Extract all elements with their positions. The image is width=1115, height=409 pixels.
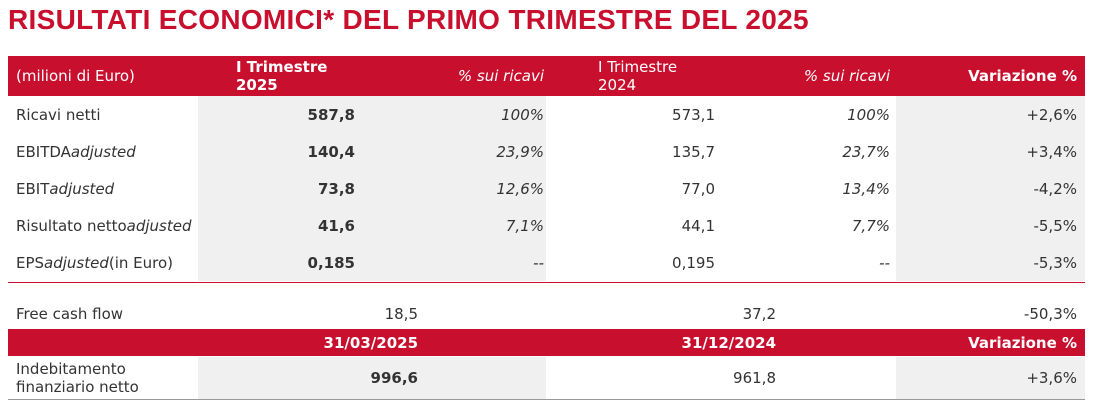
row-label-suffix: (in Euro) <box>108 253 174 272</box>
debt-header-2025: 31/03/2025 <box>323 333 418 352</box>
fcf-label: Free cash flow <box>16 305 124 323</box>
header-unit: (milioni di Euro) <box>16 67 135 85</box>
row-label-italic: adjusted <box>70 142 136 161</box>
value-2024: 0,195 <box>672 253 715 272</box>
debt-label: Indebitamento finanziario netto <box>8 357 198 399</box>
page-title: RISULTATI ECONOMICI* DEL PRIMO TRIMESTRE… <box>8 4 809 35</box>
fcf-2025: 18,5 <box>384 305 418 323</box>
debt-row: Indebitamento finanziario netto 996,6 96… <box>8 357 1085 399</box>
debt-2024: 961,8 <box>733 369 776 387</box>
debt-header-variation: Variazione % <box>968 333 1077 352</box>
header-variation: Variazione % <box>968 67 1077 85</box>
row-label-text: EPS <box>16 253 45 272</box>
fcf-row: Free cash flow 18,5 37,2 -50,3% <box>8 300 1085 328</box>
pct-2025: 100% <box>363 96 546 133</box>
debt-label-line2: finanziario netto <box>16 378 139 396</box>
row-label: Risultato netto adjusted <box>8 207 198 244</box>
header-q1-2024: I Trimestre 2024 <box>598 58 678 94</box>
pct-2024: 100% <box>847 105 890 124</box>
row-label-text: Ricavi netti <box>16 105 101 124</box>
row-label-italic: adjusted <box>126 216 192 235</box>
variation: +3,4% <box>896 133 1085 170</box>
debt-header-2024: 31/12/2024 <box>681 333 776 352</box>
variation: -5,5% <box>896 207 1085 244</box>
row-label: EBIT adjusted <box>8 170 198 207</box>
value-2025: 587,8 <box>198 96 363 133</box>
row-label-italic: adjusted <box>44 253 109 272</box>
table-row: Risultato netto adjusted 41,6 7,1% 44,1 7,7%… <box>8 207 1085 244</box>
value-2024: 44,1 <box>681 216 715 235</box>
table-row: EPS adjusted (in Euro) 0,185 -- 0,195 -- -5,3… <box>8 244 1085 281</box>
value-2024: 135,7 <box>672 142 715 161</box>
value-2025: 0,185 <box>198 244 363 281</box>
row-label-italic: adjusted <box>49 179 115 198</box>
row-label: EPS adjusted (in Euro) <box>8 244 198 281</box>
row-label: Ricavi netti <box>8 96 198 133</box>
debt-label-line1: Indebitamento <box>16 360 126 378</box>
table-row: EBIT adjusted 73,8 12,6% 77,0 13,4% -4,2% <box>8 170 1085 207</box>
table-header: (milioni di Euro) I Trimestre 2025 % sui… <box>8 56 1085 96</box>
section-divider <box>8 282 1085 283</box>
debt-2025: 996,6 <box>198 357 546 399</box>
debt-variation: +3,6% <box>896 357 1085 399</box>
pct-2024: 13,4% <box>842 179 890 198</box>
pct-2025: 12,6% <box>363 170 546 207</box>
debt-header: 31/03/2025 31/12/2024 Variazione % <box>8 329 1085 356</box>
row-label: EBITDA adjusted <box>8 133 198 170</box>
header-pct-2025: % sui ricavi <box>457 67 544 85</box>
value-2024: 573,1 <box>672 105 715 124</box>
pct-2024: 7,7% <box>851 216 890 235</box>
pct-2025: -- <box>363 244 546 281</box>
header-pct-2024: % sui ricavi <box>803 67 890 85</box>
header-q1-2025: I Trimestre 2025 <box>236 58 328 94</box>
row-label-text: EBITDA <box>16 142 71 161</box>
value-2025: 73,8 <box>198 170 363 207</box>
row-label-text: EBIT <box>16 179 50 198</box>
bottom-rule <box>8 399 1085 400</box>
table-row: EBITDA adjusted 140,4 23,9% 135,7 23,7% +3,4% <box>8 133 1085 170</box>
row-label-text: Risultato netto <box>16 216 127 235</box>
pct-2024: -- <box>879 253 890 272</box>
pct-2024: 23,7% <box>842 142 890 161</box>
variation: -5,3% <box>896 244 1085 281</box>
value-2025: 140,4 <box>198 133 363 170</box>
variation: +2,6% <box>896 96 1085 133</box>
fcf-2024: 37,2 <box>742 305 776 323</box>
value-2024: 77,0 <box>681 179 715 198</box>
pct-2025: 23,9% <box>363 133 546 170</box>
value-2025: 41,6 <box>198 207 363 244</box>
pct-2025: 7,1% <box>363 207 546 244</box>
table-row: Ricavi netti 587,8 100% 573,1 100% +2,6% <box>8 96 1085 133</box>
variation: -4,2% <box>896 170 1085 207</box>
fcf-variation: -50,3% <box>1023 305 1077 323</box>
